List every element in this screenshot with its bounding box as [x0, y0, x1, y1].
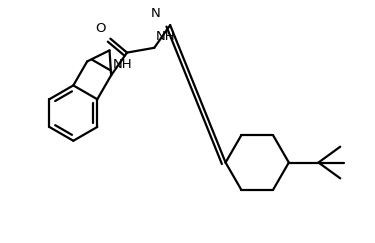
Text: O: O: [95, 22, 105, 35]
Text: NH: NH: [155, 30, 175, 43]
Text: NH: NH: [112, 58, 132, 71]
Text: N: N: [150, 7, 160, 20]
